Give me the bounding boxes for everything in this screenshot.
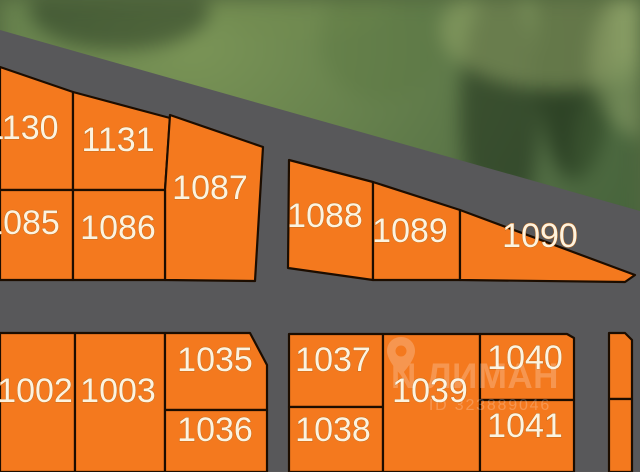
svg-text:1036: 1036 [177, 411, 253, 449]
svg-text:1037: 1037 [295, 341, 371, 379]
svg-text:1088: 1088 [287, 197, 363, 235]
svg-text:1130: 1130 [0, 109, 59, 147]
svg-text:1131: 1131 [81, 121, 154, 159]
svg-text:1002: 1002 [0, 372, 73, 410]
svg-text:N ЛИМАН: N ЛИМАН [391, 357, 559, 396]
svg-text:1086: 1086 [80, 209, 156, 247]
svg-text:1090: 1090 [502, 217, 578, 255]
svg-text:1038: 1038 [295, 411, 371, 449]
svg-text:1035: 1035 [177, 341, 253, 379]
svg-text:1085: 1085 [0, 204, 60, 242]
svg-text:ID 323889046: ID 323889046 [429, 397, 551, 414]
svg-text:1087: 1087 [172, 169, 248, 207]
svg-text:1003: 1003 [80, 372, 156, 410]
svg-text:1089: 1089 [372, 212, 448, 250]
